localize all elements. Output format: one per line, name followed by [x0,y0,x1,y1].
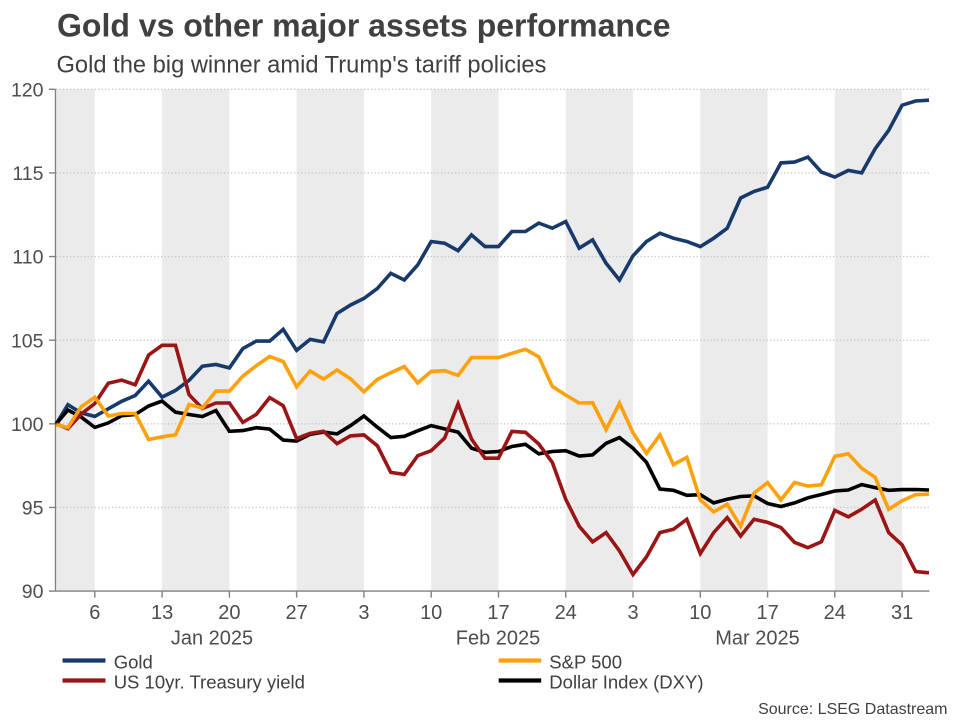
svg-text:Gold the big winner amid Trump: Gold the big winner amid Trump's tariff … [57,53,547,79]
svg-text:10: 10 [420,602,442,624]
svg-text:95: 95 [22,498,44,520]
svg-text:Dollar Index (DXY): Dollar Index (DXY) [549,672,703,693]
svg-text:Feb 2025: Feb 2025 [456,628,541,650]
svg-text:120: 120 [11,79,44,101]
svg-text:Gold vs other major assets per: Gold vs other major assets performance [57,7,671,43]
svg-text:Mar 2025: Mar 2025 [715,628,800,650]
svg-text:100: 100 [11,414,44,436]
svg-text:6: 6 [89,602,100,624]
svg-text:13: 13 [151,602,173,624]
svg-text:Jan 2025: Jan 2025 [171,628,253,650]
svg-text:17: 17 [756,602,778,624]
svg-text:27: 27 [285,602,307,624]
svg-text:US 10yr. Treasury yield: US 10yr. Treasury yield [114,672,305,693]
svg-text:3: 3 [627,602,638,624]
svg-text:20: 20 [218,602,240,624]
svg-text:31: 31 [891,602,913,624]
svg-text:105: 105 [11,330,44,352]
svg-text:115: 115 [12,163,43,185]
svg-text:24: 24 [555,602,577,624]
svg-text:Source: LSEG Datastream: Source: LSEG Datastream [758,701,947,718]
svg-text:3: 3 [358,602,369,624]
svg-text:S&P 500: S&P 500 [549,652,622,673]
svg-text:110: 110 [12,247,43,269]
svg-text:24: 24 [824,602,846,624]
svg-text:Gold: Gold [114,652,153,673]
svg-text:10: 10 [689,602,711,624]
svg-text:90: 90 [22,581,44,603]
svg-text:17: 17 [487,602,509,624]
